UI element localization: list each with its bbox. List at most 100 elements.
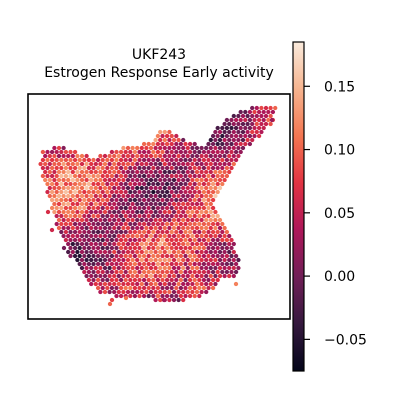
spot (160, 269, 165, 275)
spot (75, 209, 80, 215)
spot (190, 209, 195, 215)
spot (162, 145, 167, 151)
spot (259, 121, 264, 127)
spot (162, 201, 167, 207)
spot (61, 245, 67, 251)
spot (171, 225, 177, 231)
spot (84, 233, 89, 239)
spot (171, 289, 177, 295)
spot (54, 149, 59, 155)
spatial-spots (38, 105, 278, 307)
spot (227, 265, 232, 271)
spot (153, 153, 158, 159)
spot (98, 161, 103, 167)
spot (181, 217, 186, 223)
spot (54, 197, 59, 203)
spot (204, 153, 209, 159)
spot (222, 265, 227, 271)
spot (86, 189, 92, 195)
spot (132, 213, 138, 219)
spot (68, 181, 73, 187)
spot (187, 181, 193, 187)
spot (197, 181, 202, 187)
spot (222, 241, 227, 247)
spot (222, 225, 227, 231)
spot (222, 249, 227, 255)
spot (171, 273, 177, 279)
spot (75, 233, 80, 239)
spot (146, 261, 151, 267)
spot (139, 193, 144, 199)
spot (224, 141, 230, 147)
spot (125, 217, 131, 223)
spot (206, 173, 211, 179)
spot (148, 265, 154, 271)
spot (116, 201, 121, 207)
spot (174, 213, 179, 219)
spot (75, 217, 80, 223)
spot (158, 193, 163, 199)
spot (49, 205, 55, 211)
spot (233, 261, 239, 267)
spot (199, 153, 204, 159)
spot (70, 209, 75, 215)
spot (227, 241, 232, 247)
spot (114, 221, 119, 227)
spot (121, 273, 126, 279)
spot (160, 221, 165, 227)
spot (86, 157, 92, 163)
spot (151, 149, 156, 155)
spot (158, 129, 163, 135)
spot (197, 229, 202, 235)
spot (240, 129, 246, 135)
spot (206, 189, 211, 195)
spot (61, 233, 66, 239)
spot (222, 257, 227, 263)
spot (125, 233, 131, 239)
spot (151, 173, 156, 179)
spot (98, 201, 103, 207)
spot (220, 261, 225, 267)
spot (176, 241, 181, 247)
spot (49, 181, 55, 187)
spot (72, 197, 78, 203)
spot (217, 145, 223, 151)
spot (178, 189, 184, 195)
spot (199, 145, 204, 151)
spot (158, 177, 163, 183)
spot (112, 193, 117, 199)
spot (206, 205, 211, 211)
spot (109, 181, 115, 187)
spot (116, 281, 121, 287)
spot (45, 189, 50, 195)
spot (151, 269, 156, 275)
spot (250, 105, 255, 111)
spot (194, 169, 200, 175)
spot (61, 225, 66, 231)
spot (194, 161, 200, 167)
spot (137, 221, 142, 227)
spot (176, 297, 181, 303)
spot (137, 229, 142, 235)
spot (137, 237, 142, 243)
spot (56, 209, 62, 215)
spot (158, 209, 163, 215)
spot (139, 161, 144, 167)
spot (95, 213, 101, 219)
spot (54, 189, 59, 195)
spot (208, 217, 213, 223)
spot (171, 257, 177, 263)
spot (86, 253, 92, 259)
spot (128, 285, 133, 291)
spot (102, 217, 108, 223)
spot (146, 189, 151, 195)
spot (123, 261, 128, 267)
spot (236, 113, 241, 119)
spot (158, 161, 163, 167)
spot (185, 281, 190, 287)
spot (217, 161, 223, 167)
spot (164, 173, 170, 179)
spot (206, 277, 211, 283)
spot (213, 217, 218, 223)
spot (176, 137, 181, 143)
